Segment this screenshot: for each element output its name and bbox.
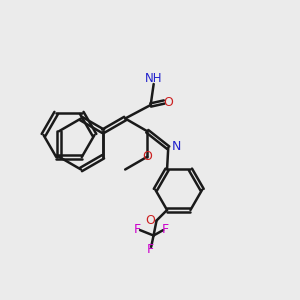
Text: NH: NH (145, 72, 162, 85)
Text: O: O (142, 150, 152, 163)
Text: O: O (164, 95, 174, 109)
Text: F: F (147, 242, 154, 256)
Text: F: F (162, 223, 169, 236)
Text: F: F (134, 223, 141, 236)
Text: N: N (172, 140, 181, 153)
Text: O: O (145, 214, 155, 227)
